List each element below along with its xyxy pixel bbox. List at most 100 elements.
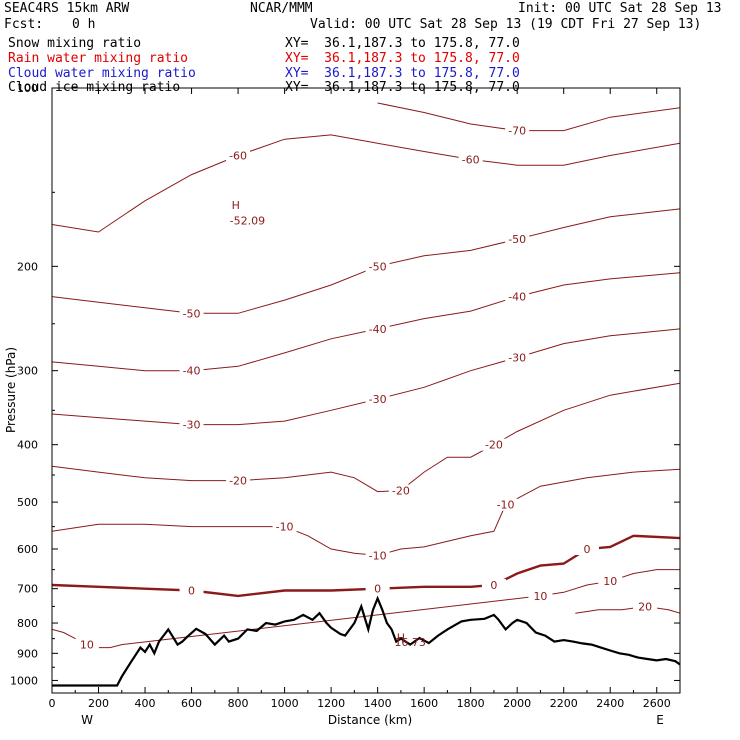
east-label: E <box>656 713 664 727</box>
model-name: SEAC4RS 15km ARW <box>4 1 130 16</box>
y-tick-label: 400 <box>17 439 38 452</box>
contour-line <box>52 208 680 314</box>
contour-line <box>52 328 680 426</box>
contour-label-bg <box>365 582 390 595</box>
contour-label: -50 <box>508 233 526 246</box>
y-tick-label: 1000 <box>10 674 38 687</box>
terrain-line <box>52 595 680 687</box>
field-name-rain: Rain water mixing ratio <box>8 51 189 66</box>
contour-label: -30 <box>369 393 387 406</box>
contour-label: 10 <box>603 575 617 588</box>
contour-line <box>52 272 680 372</box>
field-name-cloud-water: Cloud water mixing ratio <box>8 66 196 81</box>
contour-label: -40 <box>369 323 387 336</box>
y-tick-label: 800 <box>17 617 38 630</box>
init-time: Init: 00 UTC Sat 28 Sep 13 <box>518 1 722 16</box>
contour-label-bg <box>365 393 390 406</box>
field-xy-rain: XY= 36.1,187.3 to 175.8, 77.0 <box>285 51 520 66</box>
contour-label-bg <box>365 322 390 335</box>
high-marker: H <box>232 199 240 212</box>
x-tick-label: 2200 <box>550 697 578 710</box>
contour-label-bg <box>505 233 530 246</box>
contour-label: -40 <box>183 365 201 378</box>
extreme-value-label: -52.09 <box>230 215 265 228</box>
contour-label-bg <box>633 600 658 613</box>
contour-label-bg <box>493 498 518 511</box>
contour-label: -50 <box>369 260 387 273</box>
forecast-label: Fcst: <box>4 17 44 32</box>
contour-label: -60 <box>462 153 480 166</box>
contour-label-bg <box>481 578 506 591</box>
contour-label: -10 <box>369 549 387 562</box>
y-axis-title: Pressure (hPa) <box>4 347 18 433</box>
x-tick-label: 2600 <box>643 697 671 710</box>
x-axis-title: Distance (km) <box>328 713 412 727</box>
x-tick-label: 200 <box>88 697 109 710</box>
y-tick-label: 300 <box>17 365 38 378</box>
contour-label-bg <box>365 549 390 562</box>
plot-frame <box>51 87 681 694</box>
y-tick-label: 500 <box>17 496 38 509</box>
x-tick-label: 1400 <box>364 697 392 710</box>
contour-label-bg <box>481 438 506 451</box>
contour-label-bg <box>226 474 251 487</box>
contour-label-bg <box>388 484 413 497</box>
contour-line <box>52 569 680 649</box>
west-label: W <box>81 713 93 727</box>
contour-label-bg <box>179 418 204 431</box>
contour-label-bg <box>458 153 483 166</box>
contour-label-bg <box>74 638 99 651</box>
contour-label-bg <box>505 124 530 137</box>
x-tick-label: 600 <box>181 697 202 710</box>
x-tick-label: 1800 <box>457 697 485 710</box>
y-tick-label: 600 <box>17 543 38 556</box>
field-xy-snow: XY= 36.1,187.3 to 175.8, 77.0 <box>285 36 520 51</box>
valid-time: Valid: 00 UTC Sat 28 Sep 13 (19 CDT Fri … <box>310 17 702 32</box>
field-xy-cloud-water: XY= 36.1,187.3 to 175.8, 77.0 <box>285 66 520 81</box>
contour-label: 10 <box>533 590 547 603</box>
extreme-value-label: 16.73 <box>394 636 426 649</box>
contour-label: 0 <box>374 583 381 596</box>
contour-label: -10 <box>497 499 515 512</box>
contour-line <box>575 605 680 614</box>
field-name-snow: Snow mixing ratio <box>8 36 142 51</box>
contour-label: -40 <box>508 291 526 304</box>
forecast-hour: 0 h <box>72 17 96 32</box>
contour-label-bg <box>505 351 530 364</box>
contour-label: -20 <box>485 439 503 452</box>
y-tick-label: 200 <box>17 260 38 273</box>
contour-label-bg <box>528 589 553 602</box>
x-tick-label: 400 <box>135 697 156 710</box>
x-tick-label: 0 <box>49 697 56 710</box>
x-tick-label: 1200 <box>317 697 345 710</box>
contour-label: -30 <box>183 419 201 432</box>
y-tick-label: 100 <box>17 82 38 95</box>
contour-label-bg <box>226 149 251 162</box>
contour-label: 0 <box>583 543 590 556</box>
contour-label-bg <box>365 260 390 273</box>
contour-label: -60 <box>229 150 247 163</box>
x-tick-label: 2400 <box>596 697 624 710</box>
contour-label: -20 <box>392 485 410 498</box>
x-tick-label: 1600 <box>410 697 438 710</box>
high-marker: H <box>397 632 405 645</box>
x-tick-label: 1000 <box>271 697 299 710</box>
contour-label-bg <box>179 364 204 377</box>
contour-label: -30 <box>508 351 526 364</box>
contour-label-bg <box>272 520 297 533</box>
y-tick-label: 900 <box>17 647 38 660</box>
contour-label: -20 <box>229 475 247 488</box>
contour-label: -50 <box>183 307 201 320</box>
contour-label: -10 <box>276 521 294 534</box>
x-tick-label: 800 <box>228 697 249 710</box>
contour-label: 0 <box>490 579 497 592</box>
contour-label-bg <box>505 290 530 303</box>
contour-label: -70 <box>508 125 526 138</box>
contour-line <box>52 134 680 233</box>
contour-label: 10 <box>80 639 94 652</box>
org-name: NCAR/MMM <box>250 1 313 16</box>
contour-label: 20 <box>638 600 652 613</box>
contour-label-bg <box>179 307 204 320</box>
contour-label-bg <box>179 584 204 597</box>
